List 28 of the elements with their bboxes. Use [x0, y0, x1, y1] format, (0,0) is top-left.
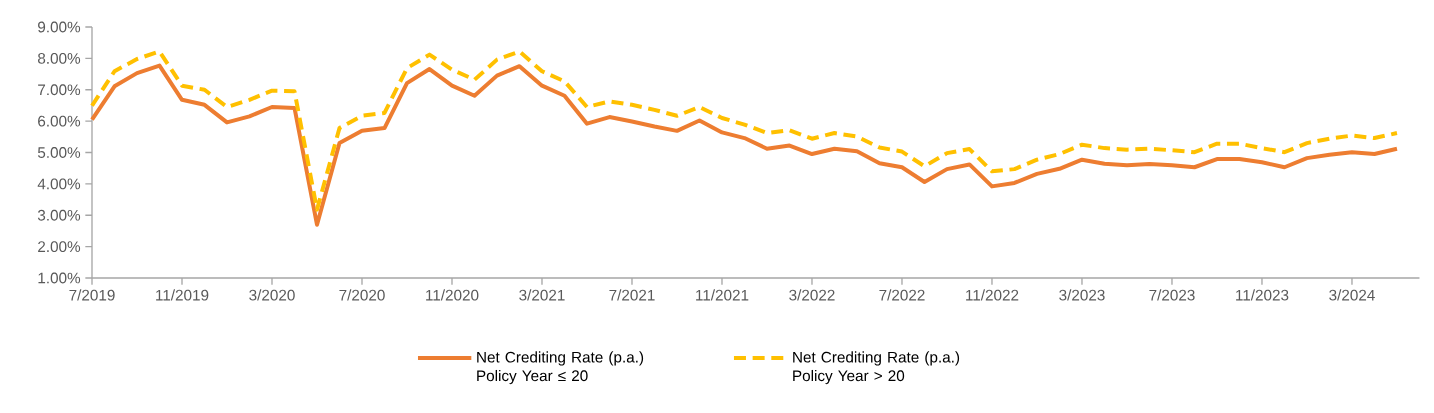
y-tick-label: 5.00%	[37, 147, 81, 158]
line-series	[90, 63, 1399, 227]
y-tick-label: 4.00%	[37, 178, 81, 190]
x-tick-label: 11/2023	[1236, 289, 1289, 301]
x-tick-label: 11/2021	[696, 289, 749, 301]
x-tick-label: 7/2023	[1149, 289, 1195, 301]
x-tick-label: 7/2020	[339, 289, 385, 301]
x-tick-label: 7/2021	[609, 289, 655, 301]
x-tick-label: 3/2022	[789, 289, 835, 301]
y-tick-label: 8.00%	[37, 52, 81, 64]
y-tick-label: 1.00%	[38, 272, 81, 284]
x-tick-label: 3/2023	[1059, 289, 1105, 301]
legend-label: Net Crediting Rate (p.a.) Policy Year ≤ 20	[477, 351, 644, 385]
y-tick-label: 7.00%	[38, 84, 81, 96]
x-tick-label: 11/2019	[156, 289, 209, 301]
y-tick-label: 3.00%	[37, 209, 81, 221]
x-tick-label: 7/2022	[879, 289, 925, 301]
x-tick-label: 3/2024	[1329, 289, 1375, 301]
x-tick-label: 11/2022	[966, 289, 1019, 301]
legend-label: Net Crediting Rate (p.a.) Policy Year > 20	[793, 351, 960, 385]
x-tick-label: 7/2019	[69, 289, 115, 301]
x-tick-label: 3/2021	[519, 289, 565, 301]
x-tick-label: 3/2020	[249, 289, 295, 301]
y-tick-label: 2.00%	[38, 241, 81, 253]
x-tick-label: 11/2020	[426, 289, 479, 301]
line-series	[90, 49, 1399, 212]
y-tick-label: 6.00%	[38, 115, 81, 127]
y-tick-label: 9.00%	[38, 21, 81, 33]
